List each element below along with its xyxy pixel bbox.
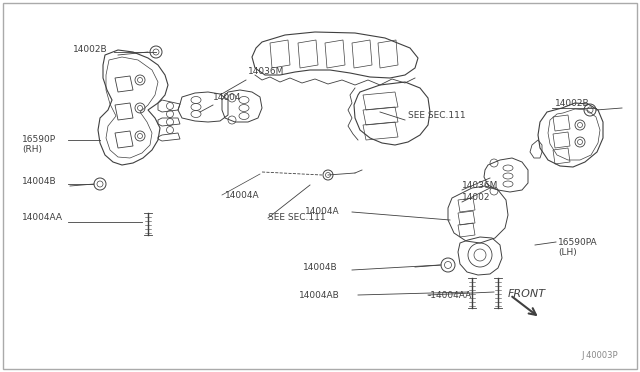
Text: -14004AA: -14004AA	[428, 291, 472, 299]
Text: 14004B: 14004B	[22, 177, 56, 186]
Text: 16590P
(RH): 16590P (RH)	[22, 135, 56, 154]
Text: 14004B: 14004B	[303, 263, 338, 273]
Text: 16590PA
(LH): 16590PA (LH)	[558, 238, 598, 257]
Text: 14004AA: 14004AA	[22, 214, 63, 222]
Text: 14036M: 14036M	[248, 67, 284, 77]
Text: 14002B: 14002B	[73, 45, 108, 55]
Text: J 40003P: J 40003P	[581, 350, 618, 359]
Text: SEE SEC.111: SEE SEC.111	[268, 214, 326, 222]
Text: 14036M: 14036M	[462, 180, 499, 189]
Text: 14004: 14004	[213, 93, 241, 102]
Text: 14004A: 14004A	[225, 190, 260, 199]
Text: SEE SEC.111: SEE SEC.111	[408, 110, 466, 119]
Text: 14004AB: 14004AB	[300, 291, 340, 299]
Text: 14002: 14002	[462, 192, 490, 202]
Text: FRONT: FRONT	[508, 289, 546, 299]
Text: 14004A: 14004A	[305, 208, 340, 217]
Text: 14002B: 14002B	[555, 99, 589, 108]
